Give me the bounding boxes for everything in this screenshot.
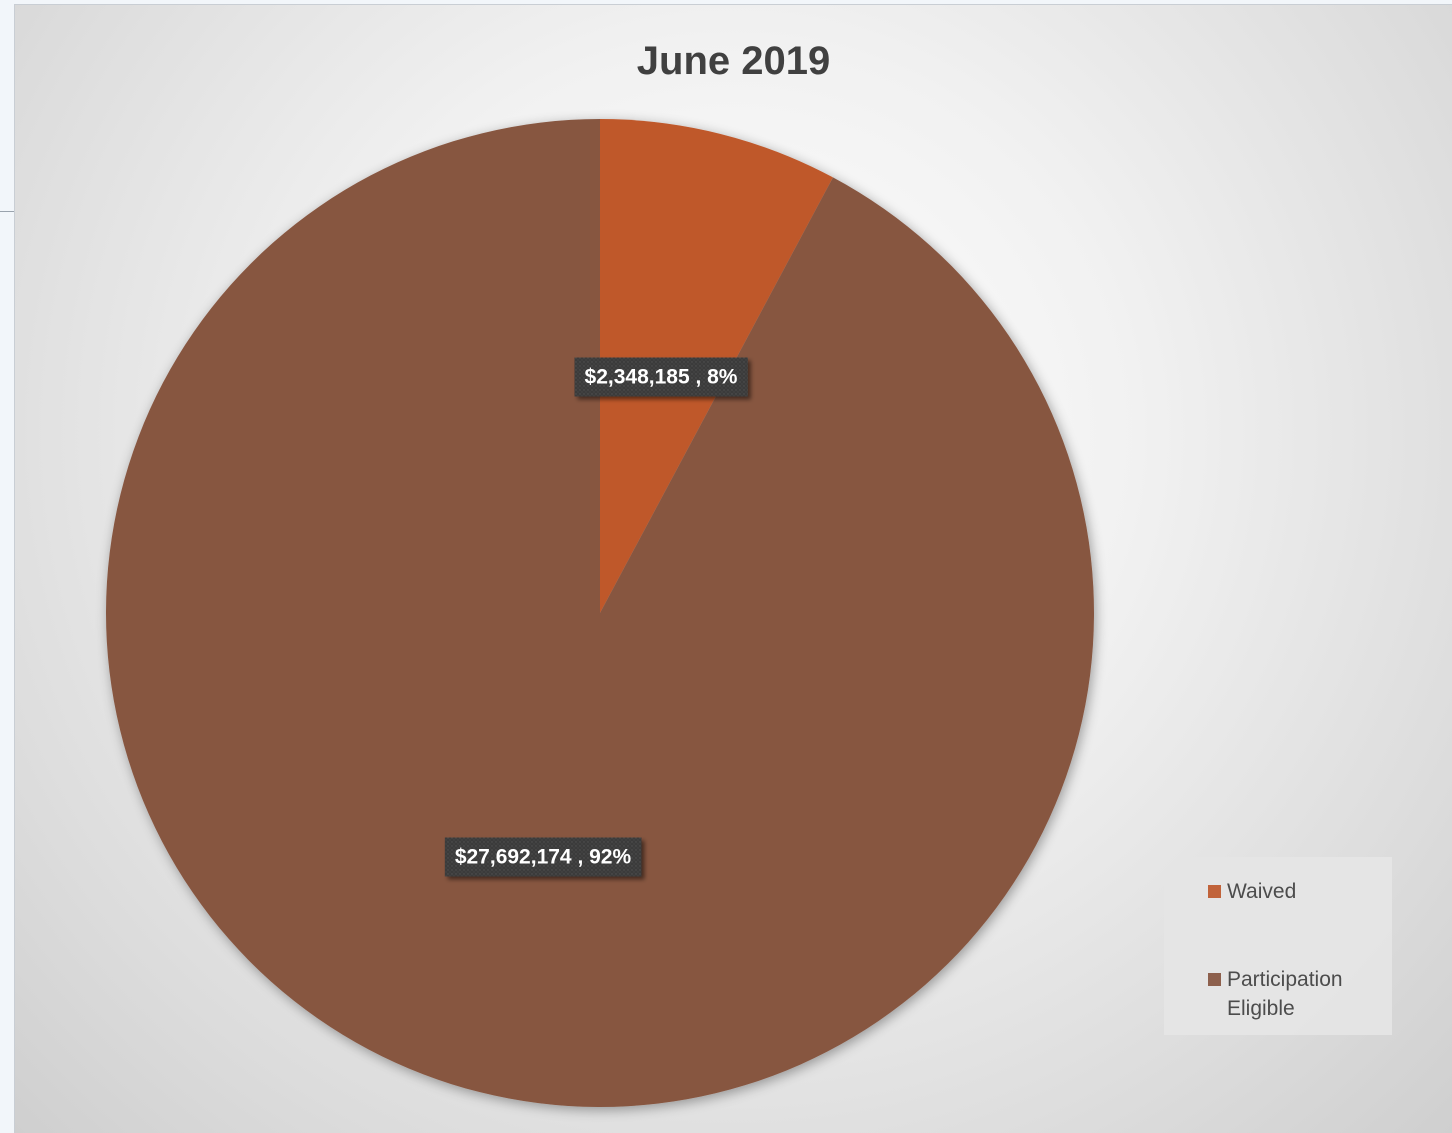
pie-chart: $2,348,185 , 8% $27,692,174 , 92% bbox=[106, 119, 1095, 1107]
legend-item-waived: Waived bbox=[1208, 877, 1377, 906]
pie-slice-participation-eligible[interactable] bbox=[106, 119, 1095, 1107]
legend-label-waived: Waived bbox=[1227, 880, 1297, 903]
chart-title: June 2019 bbox=[636, 39, 831, 83]
legend-item-participation-eligible: Participation Eligible bbox=[1208, 965, 1377, 1023]
data-label-background bbox=[444, 837, 642, 877]
chart-area[interactable]: June 2019 bbox=[14, 4, 1452, 1133]
edge-line bbox=[0, 211, 14, 212]
data-label-background bbox=[574, 357, 748, 397]
legend-label-participation-eligible: Participation Eligible bbox=[1227, 968, 1343, 1020]
legend-swatch-participation-eligible bbox=[1208, 973, 1221, 986]
legend-swatch-waived bbox=[1208, 885, 1221, 898]
data-label-text: $2,348,185 , 8% bbox=[585, 366, 738, 389]
data-label-text: $27,692,174 , 92% bbox=[455, 846, 632, 869]
legend: Waived Participation Eligible bbox=[1164, 857, 1392, 1035]
data-label-waived: $2,348,185 , 8% bbox=[574, 357, 748, 397]
data-label-participation-eligible: $27,692,174 , 92% bbox=[444, 837, 642, 877]
